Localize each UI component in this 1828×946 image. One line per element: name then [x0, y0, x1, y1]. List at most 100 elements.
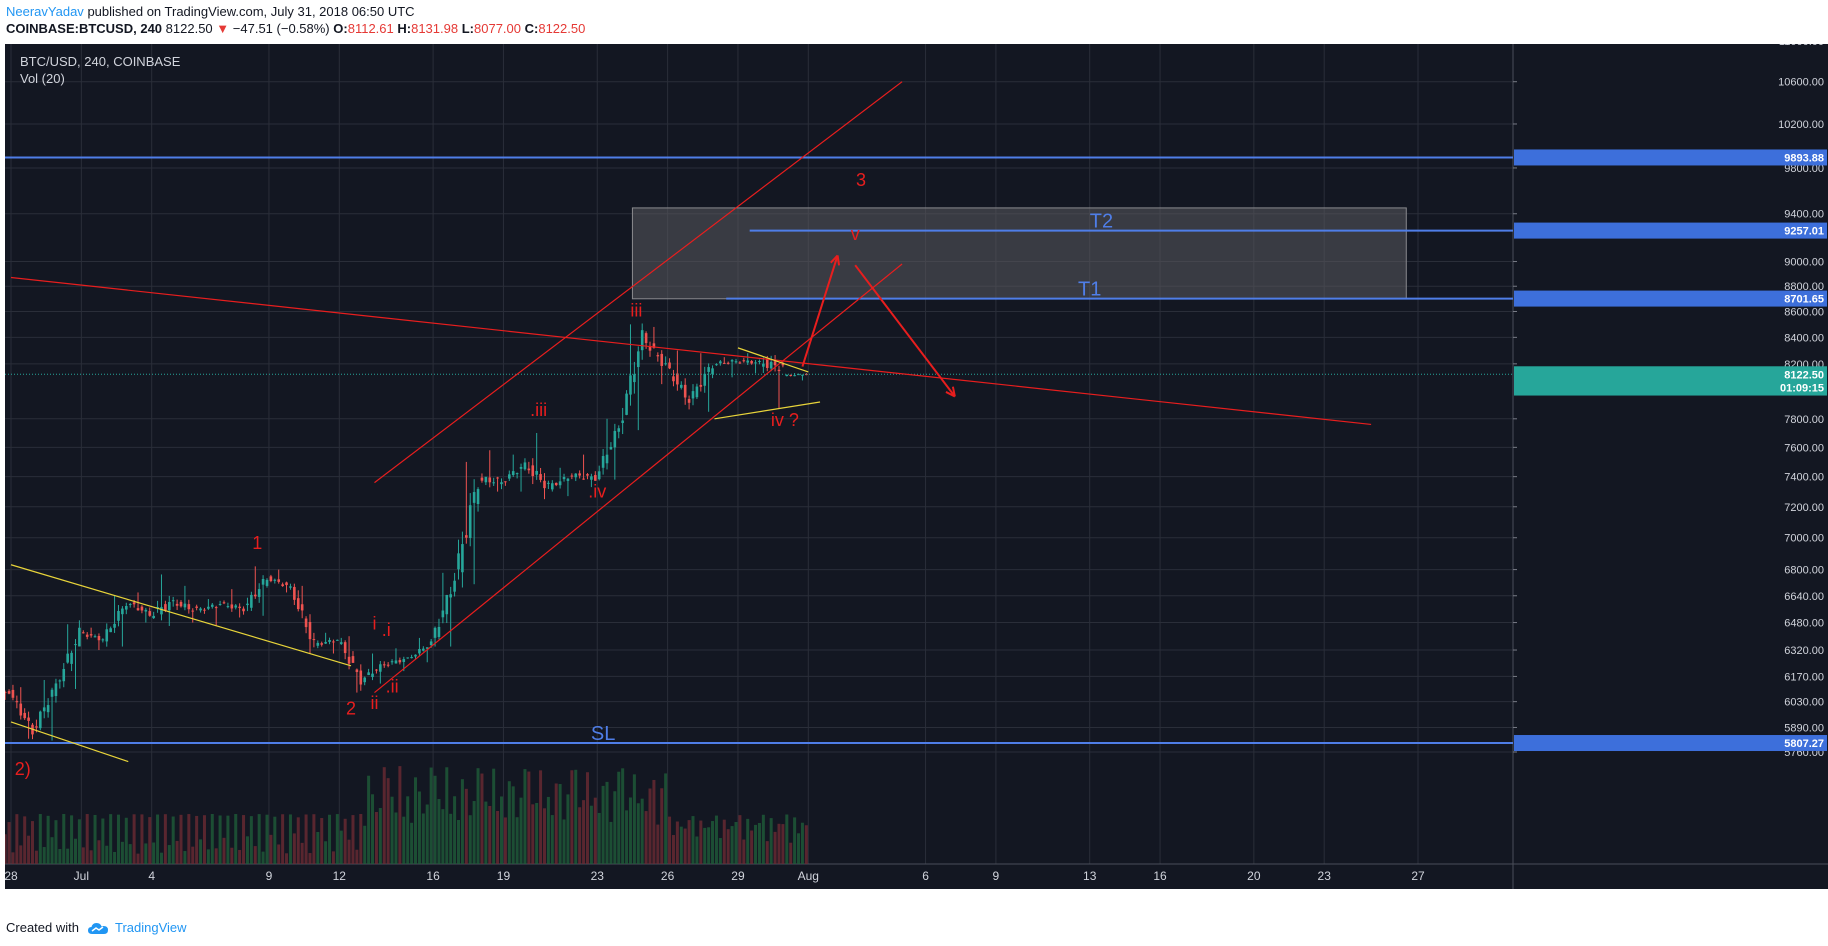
candle-body [539, 474, 542, 480]
candle-body [773, 361, 777, 366]
candle-body [171, 600, 175, 602]
candle-body [246, 603, 249, 606]
volume-bar [414, 777, 418, 864]
time-tick-label: 26 [661, 869, 675, 883]
volume-bar [519, 797, 523, 864]
candle-body [414, 654, 417, 657]
candle-body [273, 579, 277, 581]
candle-body [793, 375, 796, 377]
volume-bar [750, 830, 754, 864]
candle-body [582, 478, 585, 480]
volume-bar [582, 800, 586, 864]
volume-bar [429, 767, 433, 864]
volume-bar [163, 814, 167, 864]
volume-bar [703, 827, 707, 864]
candle-body [347, 656, 351, 664]
candle-body [207, 606, 210, 609]
candle-body [769, 361, 773, 369]
candle-body [226, 606, 230, 608]
candle-body [23, 712, 26, 719]
candle-body [570, 475, 574, 477]
candle-body [679, 384, 683, 388]
volume-bar [445, 767, 449, 864]
candle-body [85, 634, 89, 637]
price-tick-label: 7200.00 [1784, 502, 1824, 514]
candle-body [750, 361, 753, 364]
volume-bar [316, 832, 320, 864]
volume-bar [363, 825, 367, 864]
candle-body [644, 333, 648, 344]
volume-bar [406, 796, 410, 864]
volume-bar [359, 814, 363, 864]
candle-body [406, 657, 409, 659]
candle-body [39, 711, 42, 729]
candle-body [519, 466, 523, 469]
volume-bar [734, 821, 738, 864]
price-label-text: 8701.65 [1784, 294, 1824, 306]
volume-bar [757, 823, 761, 864]
volume-bar [507, 781, 511, 864]
candle-body [183, 603, 187, 608]
volume-bar [89, 850, 93, 864]
candle-body [78, 627, 81, 647]
candle-body [293, 586, 296, 600]
volume-bar [390, 796, 394, 864]
volume-bar [398, 766, 402, 864]
volume-bar [523, 769, 527, 864]
candle-body [453, 580, 456, 592]
time-tick-label: 29 [731, 869, 745, 883]
volume-bar [539, 770, 543, 864]
candle-body [492, 482, 495, 484]
volume-bar [335, 814, 339, 864]
volume-bar [558, 784, 562, 864]
volume-bar [50, 837, 54, 864]
time-tick-label: 20 [1247, 869, 1261, 883]
candle-body [140, 606, 144, 611]
candle-body [683, 384, 687, 398]
candle-body [74, 644, 77, 646]
price-label-box [1514, 222, 1827, 239]
price-label-text: 5807.27 [1784, 738, 1824, 750]
price-tick-label: 6800.00 [1784, 565, 1824, 577]
volume-bar [464, 788, 468, 864]
volume-bar [73, 838, 77, 864]
target-zone-box [631, 207, 1407, 300]
volume-bar [718, 838, 722, 864]
candle-body [527, 468, 531, 471]
author-link[interactable]: NeeravYadav [6, 4, 84, 19]
volume-bar [765, 841, 769, 864]
cloud-logo-icon [87, 922, 108, 934]
candle-body [699, 384, 703, 387]
price-tick-label: 6170.00 [1784, 671, 1824, 683]
volume-bar [38, 814, 42, 864]
volume-bar [410, 822, 414, 864]
candle-body [672, 376, 675, 382]
candle-body [359, 670, 363, 685]
candle-body [19, 703, 23, 716]
candle-body [535, 470, 538, 475]
tradingview-brand[interactable]: TradingView [87, 920, 187, 935]
volume-bar [210, 814, 214, 864]
candle-body [562, 477, 566, 480]
candle-body [758, 360, 761, 362]
price-tick-label: 9800.00 [1784, 163, 1824, 175]
candle-body [82, 632, 85, 634]
candle-body [394, 660, 398, 664]
candle-body [257, 589, 261, 597]
candle-body [253, 594, 257, 597]
candle-body [496, 477, 499, 479]
volume-bar [699, 820, 703, 864]
volume-bar [277, 844, 281, 864]
candle-body [156, 607, 159, 609]
candle-body [695, 386, 699, 398]
candle-body [511, 471, 515, 476]
candle-body [398, 660, 402, 663]
candle-body [375, 669, 378, 671]
legend-indicator[interactable]: Vol (20) [20, 71, 65, 86]
tradingview-label: TradingView [114, 920, 187, 935]
volume-bar [789, 842, 793, 864]
price-label-text: 9893.88 [1784, 152, 1824, 164]
volume-bar [249, 816, 253, 864]
